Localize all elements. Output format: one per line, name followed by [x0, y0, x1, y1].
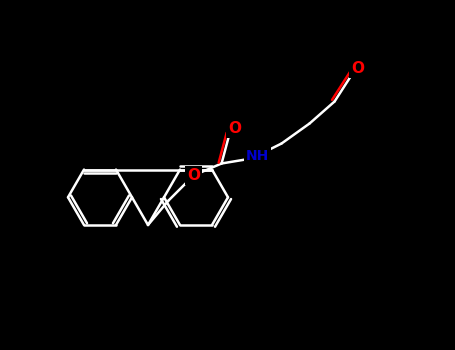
Text: O: O — [228, 121, 241, 136]
Text: O: O — [187, 168, 200, 183]
Text: O: O — [351, 61, 364, 76]
Text: NH: NH — [246, 149, 269, 163]
